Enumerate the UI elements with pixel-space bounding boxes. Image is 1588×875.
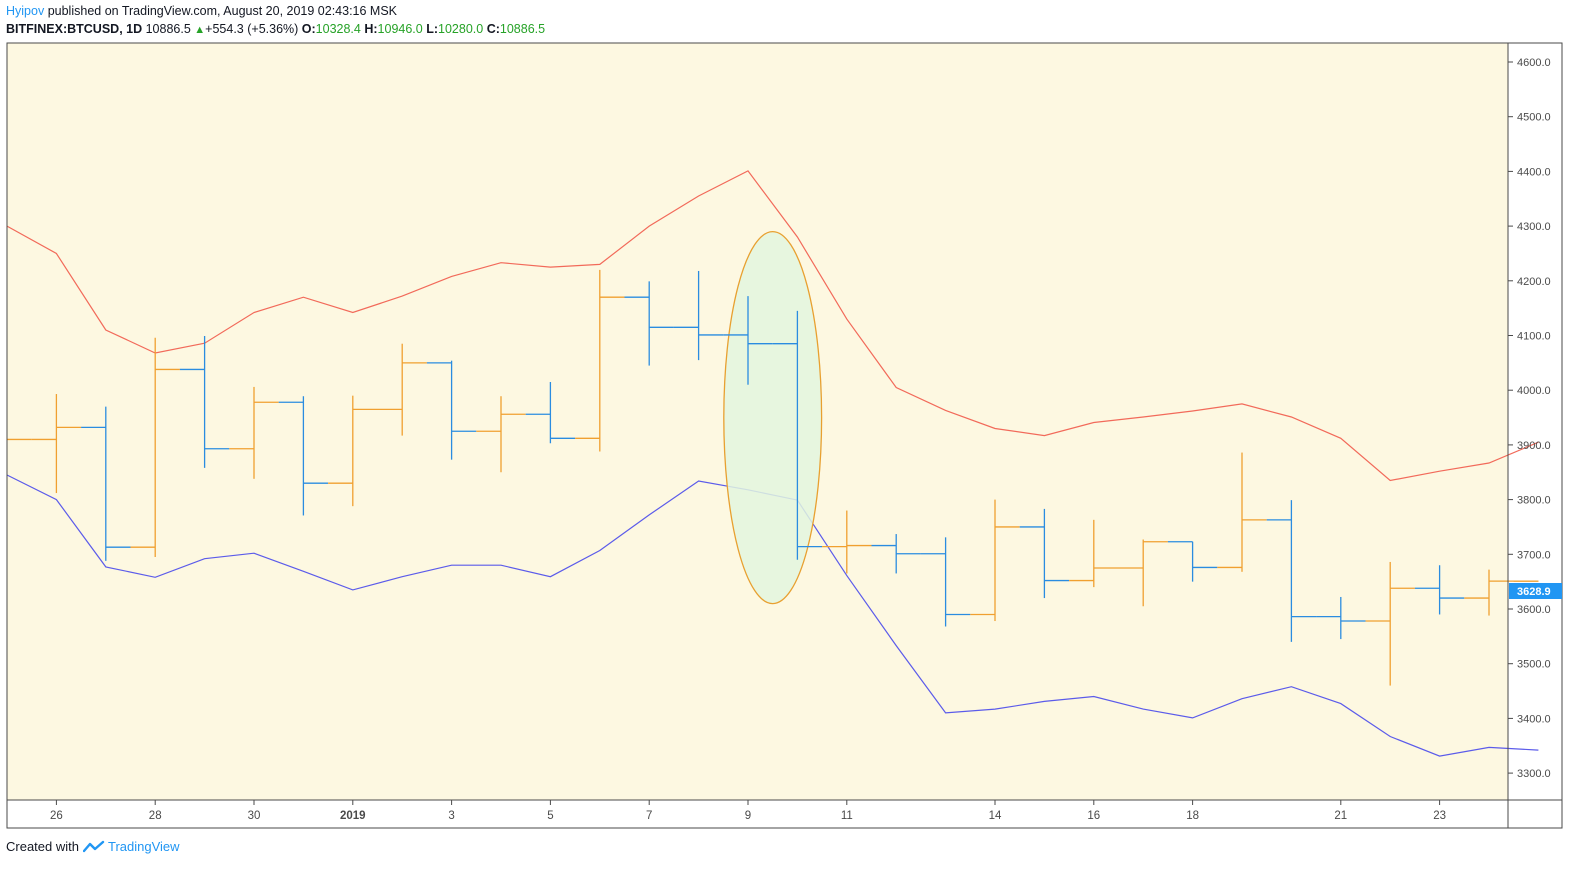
high-label: H: (364, 22, 378, 36)
symbol-name: BITFINEX:BTCUSD, 1D (6, 22, 143, 36)
price-tick-label: 4000.0 (1517, 385, 1551, 397)
ohlc-bar (575, 269, 625, 452)
low-label: L: (426, 22, 439, 36)
price-tick-label: 3800.0 (1517, 495, 1551, 507)
price-tick-label: 3600.0 (1517, 604, 1551, 616)
ohlc-bar (822, 510, 872, 574)
time-tick-label: 2019 (340, 810, 366, 822)
price-tick-label: 3300.0 (1517, 768, 1551, 780)
time-tick-label: 7 (646, 810, 652, 822)
ohlc-bar (179, 336, 230, 468)
ohlc-bar (81, 406, 131, 561)
ohlc-bar (1069, 519, 1119, 588)
last-price: 10886.5 (145, 22, 191, 36)
price-change: +554.3 (+5.36%) (205, 22, 299, 36)
ohlc-bar (328, 395, 378, 507)
time-tick-label: 28 (149, 810, 162, 822)
upper-band-line (6, 170, 1539, 482)
open-label: O: (301, 22, 316, 36)
time-tick-label: 21 (1334, 810, 1347, 822)
time-tick-label: 11 (841, 810, 853, 822)
time-tick-label: 30 (248, 810, 261, 822)
price-tick-label: 4100.0 (1517, 331, 1551, 343)
price-tick-label: 4300.0 (1517, 221, 1551, 233)
ohlc-bar (1118, 539, 1168, 607)
tradingview-logo-icon (82, 840, 105, 852)
high-value: 10946.0 (377, 22, 423, 36)
price-tick-label: 3500.0 (1517, 659, 1551, 671)
chart-frame (6, 42, 1563, 829)
ohlc-bar (229, 386, 279, 479)
time-tick-label: 5 (547, 810, 553, 822)
price-tick-label: 4500.0 (1517, 112, 1551, 124)
ohlc-bar (525, 381, 576, 444)
ohlc-bar (1266, 500, 1317, 642)
ohlc-bar (1365, 561, 1415, 686)
ohlc-bar (970, 499, 1020, 622)
open-value: 10328.4 (315, 22, 361, 36)
price-tick-label: 4200.0 (1517, 276, 1551, 288)
price-tick-label: 3700.0 (1517, 549, 1551, 561)
ohlc-bar (673, 270, 724, 361)
time-tick-label: 26 (50, 810, 63, 822)
last-price-label: 3628.9 (1517, 586, 1551, 598)
ohlc-bar (31, 394, 82, 494)
ohlc-bar (476, 396, 526, 473)
time-tick-label: 14 (989, 810, 1002, 822)
time-tick-label: 9 (745, 810, 751, 822)
ohlc-bar (130, 337, 180, 558)
price-tick-label: 3400.0 (1517, 713, 1551, 725)
ohlc-bar (1167, 541, 1218, 582)
ohlc-bar (772, 310, 823, 560)
low-value: 10280.0 (438, 22, 484, 36)
price-tick-label: 3900.0 (1517, 440, 1551, 452)
ohlc-bar (1414, 565, 1465, 615)
highlight-ellipse (723, 230, 823, 605)
time-tick-label: 23 (1433, 810, 1446, 822)
price-tick-label: 4400.0 (1517, 166, 1551, 178)
footer: Created with TradingView (6, 839, 180, 854)
created-with-text: Created with (6, 839, 79, 854)
ohlc-bar (1316, 596, 1366, 640)
time-tick-label: 3 (448, 810, 454, 822)
up-arrow-icon: ▲ (194, 24, 206, 36)
ohlc-bar (1464, 569, 1508, 616)
tradingview-brand-link[interactable]: TradingView (107, 839, 180, 854)
close-label: C: (486, 22, 500, 36)
author-link[interactable]: Hyipov (6, 4, 45, 18)
price-tick-label: 4600.0 (1517, 57, 1551, 69)
time-tick-label: 16 (1087, 810, 1100, 822)
ohlc-bar (871, 534, 921, 574)
ohlc-bar (1019, 508, 1070, 599)
last-price-marker: 3628.9 (1509, 583, 1562, 599)
close-value: 10886.5 (499, 22, 546, 36)
ohlc-bar (920, 537, 971, 627)
ohlc-bar (1217, 452, 1267, 572)
ohlc-bar (723, 296, 773, 385)
publish-info: Hyipov published on TradingView.com, Aug… (6, 4, 397, 18)
ohlc-bar (426, 360, 477, 460)
publish-text: published on TradingView.com, August 20,… (47, 4, 398, 18)
symbol-info: BITFINEX:BTCUSD, 1D 10886.5 ▲+554.3 (+5.… (6, 22, 545, 36)
ohlc-bar (377, 343, 427, 436)
time-tick-label: 18 (1186, 810, 1199, 822)
ohlc-bar (624, 281, 674, 366)
ohlc-bar (278, 396, 329, 516)
